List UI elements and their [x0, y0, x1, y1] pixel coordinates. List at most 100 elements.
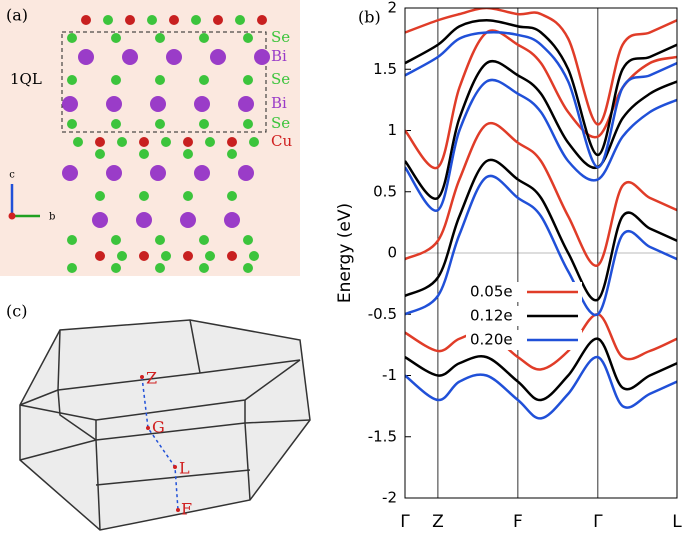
atom-se — [243, 235, 253, 245]
legend-bg — [466, 306, 582, 326]
atom-se — [199, 75, 209, 85]
atom-se — [199, 33, 209, 43]
atom-bi — [194, 165, 210, 181]
atom-se — [205, 251, 215, 261]
k-label: G — [152, 418, 165, 437]
bz-edge — [189, 319, 201, 374]
band — [405, 60, 677, 200]
atom-cu — [95, 137, 105, 147]
k-path — [141, 376, 179, 511]
layer-label: Bi — [271, 94, 287, 112]
atom-se — [235, 15, 245, 25]
k-point — [146, 426, 150, 430]
atom-bi — [224, 212, 240, 228]
layer-label: Se — [271, 114, 290, 132]
layer-label: Se — [271, 28, 290, 46]
band — [405, 158, 677, 302]
y-tick-label: -2 — [382, 489, 397, 507]
atom-se — [95, 149, 105, 159]
atom-se — [249, 251, 259, 261]
y-tick-label: -0.5 — [368, 305, 397, 323]
bz-edge — [57, 389, 97, 441]
plot-frame — [404, 7, 678, 499]
k-label: L — [179, 459, 190, 478]
atom-se — [161, 137, 171, 147]
k-label: F — [181, 500, 192, 519]
atom-bi — [238, 96, 254, 112]
atom-cu — [81, 15, 91, 25]
band — [405, 18, 677, 157]
atom-cu — [227, 137, 237, 147]
atom-se — [183, 191, 193, 201]
atom-se — [205, 137, 215, 147]
atom-se — [67, 235, 77, 245]
atom-se — [227, 191, 237, 201]
atom-se — [243, 33, 253, 43]
atom-se — [199, 263, 209, 273]
atom-bi — [62, 96, 78, 112]
atom-se — [243, 75, 253, 85]
atom-se — [67, 119, 77, 129]
atom-se — [161, 251, 171, 261]
y-tick-label: 1.5 — [373, 60, 397, 78]
ql-label: 1QL — [10, 70, 42, 88]
legend-bg — [466, 282, 582, 302]
origin — [8, 212, 16, 220]
atom-se — [67, 75, 77, 85]
atom-bi — [62, 165, 78, 181]
atom-bi — [136, 212, 152, 228]
k-point — [140, 375, 144, 379]
band — [405, 121, 677, 267]
bz-edge — [19, 359, 301, 421]
atom-se — [155, 235, 165, 245]
band — [405, 31, 677, 169]
atom-cu — [183, 251, 193, 261]
k-point — [173, 465, 177, 469]
y-tick-label: 1 — [387, 121, 397, 139]
atom-se — [73, 137, 83, 147]
atom-se — [147, 15, 157, 25]
brillouin-zone — [19, 319, 311, 531]
atom-se — [117, 137, 127, 147]
atom-bi — [150, 165, 166, 181]
atom-se — [111, 33, 121, 43]
layer-label: Se — [271, 70, 290, 88]
atom-se — [199, 235, 209, 245]
atom-se — [111, 119, 121, 129]
atom-se — [227, 149, 237, 159]
atom-bi — [78, 49, 94, 65]
atom-bi — [238, 165, 254, 181]
y-tick-label: -1 — [382, 366, 397, 384]
atom-cu — [125, 15, 135, 25]
x-tick-label: Γ — [400, 512, 410, 532]
atom-bi — [92, 212, 108, 228]
atom-se — [183, 149, 193, 159]
atom-se — [111, 235, 121, 245]
atom-bi — [194, 96, 210, 112]
atom-bi — [254, 49, 270, 65]
atom-se — [95, 191, 105, 201]
atom-bi — [166, 49, 182, 65]
legend-label: 0.20e — [470, 331, 513, 349]
atom-cu — [227, 251, 237, 261]
axes-indicator: c b — [8, 170, 55, 223]
atom-se — [111, 263, 121, 273]
atom-cu — [257, 15, 267, 25]
atom-se — [243, 119, 253, 129]
atom-bi — [106, 165, 122, 181]
y-tick-label: 2 — [387, 0, 397, 17]
atom-bi — [150, 96, 166, 112]
layer-label: Bi — [271, 47, 287, 65]
legend-label: 0.05e — [470, 283, 513, 301]
layer-label: Cu — [271, 132, 292, 150]
x-tick-label: L — [672, 512, 682, 532]
atom-bi — [106, 96, 122, 112]
atom-se — [155, 33, 165, 43]
y-tick-label: 0 — [387, 244, 397, 262]
atom-se — [155, 119, 165, 129]
crystal — [62, 15, 270, 273]
x-tick-label: Γ — [593, 512, 603, 532]
bz-edge — [19, 419, 311, 461]
atom-cu — [139, 137, 149, 147]
atom-se — [155, 263, 165, 273]
